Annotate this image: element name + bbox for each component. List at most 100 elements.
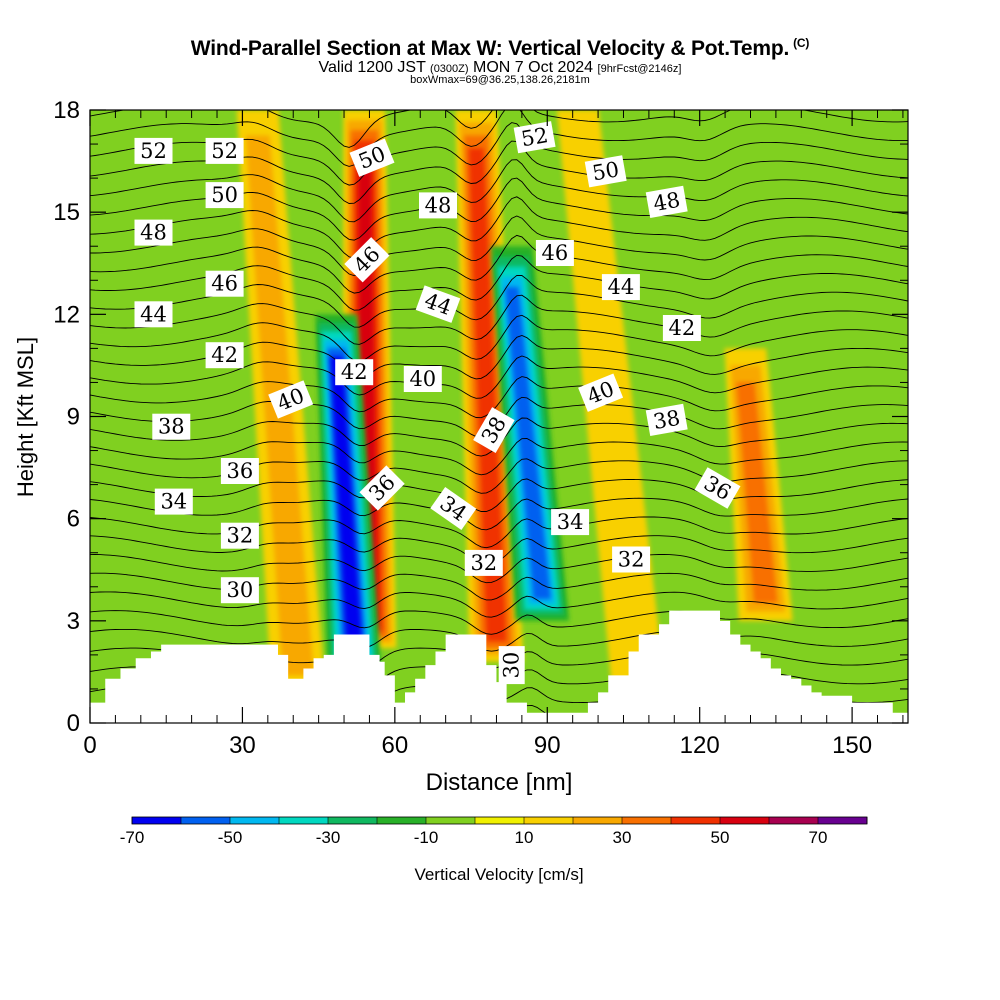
colorbar-tick-label: 10 bbox=[515, 828, 534, 847]
isentrope-label-text: 44 bbox=[140, 302, 167, 326]
isentrope-label: 48 bbox=[419, 192, 457, 219]
velocity-contour-band bbox=[736, 382, 778, 603]
colorbar-swatch bbox=[720, 817, 770, 824]
isentrope-line bbox=[90, 314, 908, 362]
isentrope-label: 48 bbox=[134, 219, 173, 246]
colorbar-tick-label: 50 bbox=[711, 828, 730, 847]
isentrope-label: 32 bbox=[220, 522, 259, 549]
x-tick-label: 60 bbox=[381, 732, 408, 759]
isentrope-line bbox=[90, 355, 908, 399]
y-tick-label: 0 bbox=[67, 710, 80, 737]
isentrope-label-box bbox=[419, 192, 457, 219]
isentrope-label-box bbox=[645, 403, 688, 437]
velocity-contour-band bbox=[505, 287, 551, 600]
isentrope-label-box bbox=[205, 270, 244, 297]
isentrope-label: 38 bbox=[152, 413, 191, 440]
isentrope-line bbox=[90, 497, 908, 531]
x-tick-label: 30 bbox=[229, 732, 256, 759]
isentrope-label-box bbox=[349, 138, 395, 177]
terrain-mask bbox=[90, 610, 908, 723]
x-tick-label: 150 bbox=[832, 732, 872, 759]
velocity-band-downdraft bbox=[490, 246, 570, 621]
isentrope-label-text: 32 bbox=[470, 551, 497, 575]
isentrope-line bbox=[90, 438, 908, 476]
isentrope-label-box bbox=[464, 549, 503, 576]
isentrope-label-box bbox=[205, 342, 244, 369]
title-text: Wind-Parallel Section at Max W: Vertical… bbox=[190, 37, 790, 60]
colorbar-swatch bbox=[671, 817, 721, 824]
isentrope-label-text: 38 bbox=[651, 406, 681, 434]
isentrope-label: 48 bbox=[645, 185, 688, 219]
colorbar-swatch bbox=[279, 817, 329, 824]
isentrope-label-text: 42 bbox=[211, 343, 238, 367]
forecast-info: [9hrFcst@2146z] bbox=[597, 63, 682, 75]
isentrope-label: 46 bbox=[205, 270, 244, 297]
isentrope-label-box bbox=[662, 315, 701, 341]
isentrope-label: 40 bbox=[403, 366, 442, 392]
colorbar-swatch bbox=[769, 817, 819, 824]
isentrope-label: 32 bbox=[612, 546, 651, 573]
isentrope-label-text: 34 bbox=[160, 490, 187, 514]
isentrope-label-text: 40 bbox=[409, 367, 436, 391]
y-axis-label: Height [Kft MSL] bbox=[13, 337, 38, 497]
isentrope-label-text: 38 bbox=[158, 415, 185, 439]
colorbar-swatch bbox=[475, 817, 525, 824]
isentrope-label: 32 bbox=[464, 549, 503, 576]
colorbar-swatch bbox=[818, 817, 868, 824]
isentrope-label: 46 bbox=[535, 240, 574, 266]
isentrope-label-box bbox=[645, 185, 688, 219]
isentrope-label-text: 44 bbox=[608, 275, 635, 299]
isentrope-label-text: 48 bbox=[651, 188, 681, 216]
isentrope-line bbox=[90, 610, 908, 635]
colorbar-tick-label: 30 bbox=[613, 828, 632, 847]
colorbar-swatch bbox=[524, 817, 574, 824]
isentrope-line bbox=[90, 478, 908, 512]
x-tick-label: 120 bbox=[680, 732, 720, 759]
isentrope-label-box bbox=[268, 380, 314, 419]
isentrope-line bbox=[90, 376, 908, 419]
colorbar-tick-label: -10 bbox=[414, 828, 439, 847]
colorbar-swatch bbox=[622, 817, 672, 824]
velocity-band-updraft bbox=[455, 110, 524, 662]
isentrope-label-box bbox=[134, 219, 173, 246]
valid-utc: (0300Z) bbox=[430, 63, 469, 75]
colorbar: -70 -50 -30 -10 10 30 50 70 bbox=[120, 816, 868, 847]
isentrope-label-box bbox=[551, 509, 590, 536]
isentrope-label-box bbox=[584, 155, 627, 188]
isentrope-label: 42 bbox=[205, 342, 244, 369]
y-tick-label: 15 bbox=[53, 199, 80, 226]
y-tick-label: 12 bbox=[53, 301, 80, 328]
colorbar-tick-label: -30 bbox=[316, 828, 341, 847]
isentrope-line bbox=[90, 553, 908, 584]
isentrope-label-text: 50 bbox=[590, 157, 620, 185]
box-info-line: boxWmax=69@36.25,138.26,2181m bbox=[410, 74, 590, 86]
y-tick-label: 3 bbox=[67, 608, 80, 635]
isentrope-label: 42 bbox=[662, 315, 701, 341]
isentrope-line bbox=[90, 234, 908, 294]
colorbar-tick-label: 70 bbox=[809, 828, 828, 847]
isentrope-line bbox=[90, 196, 908, 259]
colorbar-swatch bbox=[377, 817, 427, 824]
isentrope-label-box bbox=[134, 137, 173, 164]
isentrope-label-box bbox=[220, 577, 259, 604]
isentrope-label-text: 30 bbox=[227, 578, 254, 602]
valid-prefix: Valid 1200 JST bbox=[318, 59, 426, 76]
y-tick-label: 9 bbox=[67, 404, 80, 431]
isentrope-label: 30 bbox=[220, 577, 259, 604]
isentrope-label: 44 bbox=[601, 274, 640, 301]
isentrope-label-box bbox=[403, 366, 442, 392]
copyright-mark: (C) bbox=[793, 36, 810, 50]
x-tick-label: 90 bbox=[534, 732, 561, 759]
isentrope-label-box bbox=[152, 413, 191, 440]
y-tick-label: 6 bbox=[67, 506, 80, 533]
valid-date: MON 7 Oct 2024 bbox=[473, 59, 594, 76]
isentrope-label: 52 bbox=[134, 137, 173, 164]
isentrope-label-box bbox=[415, 285, 461, 323]
isentrope-label-box bbox=[601, 274, 640, 301]
isentrope-label-box bbox=[344, 237, 390, 283]
isentrope-label-box bbox=[134, 301, 173, 328]
isentrope-label-box bbox=[473, 407, 515, 454]
colorbar-label: Vertical Velocity [cm/s] bbox=[414, 865, 583, 884]
